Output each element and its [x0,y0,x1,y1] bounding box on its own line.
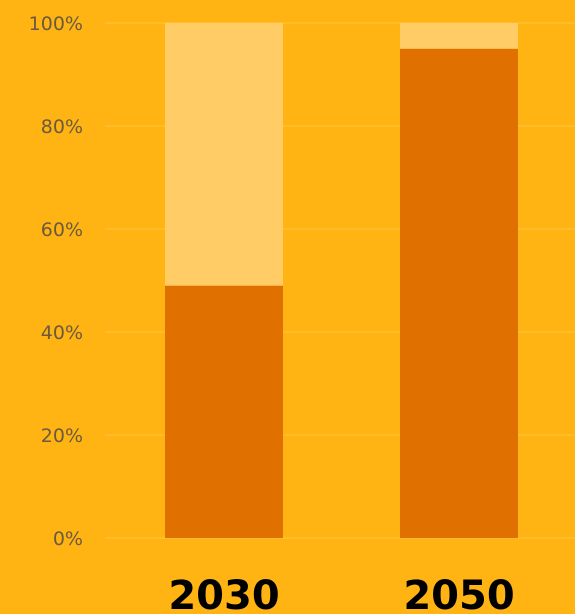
y-tick-label: 40% [41,322,83,344]
x-category-label: 2050 [403,573,514,614]
x-category-label: 2030 [168,573,279,614]
y-tick-label: 0% [53,528,83,550]
x-axis-category-labels: 2030 2050 [168,573,514,614]
y-tick-label: 20% [41,425,83,447]
bar-segment-2050-upper [400,23,518,49]
bars [165,23,518,538]
bar-segment-2030-lower [165,285,283,538]
bar-segment-2030-upper [165,23,283,286]
y-tick-label: 100% [29,13,83,35]
y-tick-label: 80% [41,116,83,138]
y-tick-label: 60% [41,219,83,241]
bar-segment-2050-lower [400,48,518,538]
y-axis-tick-labels: 0% 20% 40% 60% 80% 100% [29,13,83,550]
